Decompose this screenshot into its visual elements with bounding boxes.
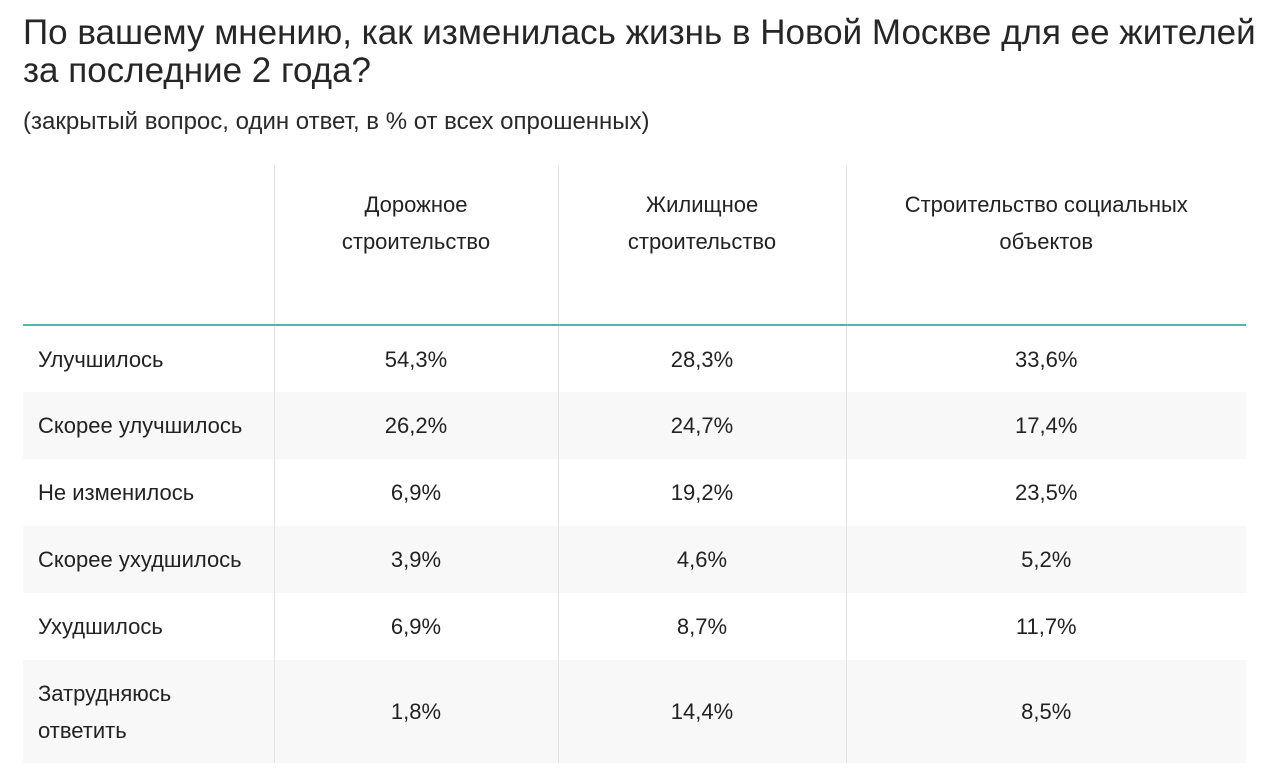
table-row: Затрудняюсь ответить 1,8% 14,4% 8,5% [23, 660, 1246, 763]
table-cell: 23,5% [845, 459, 1246, 526]
table-cell: 6,9% [273, 459, 558, 526]
table-cell: 14,4% [557, 660, 846, 763]
table-cell: 6,9% [273, 593, 558, 660]
table-cell: 1,8% [273, 660, 558, 763]
row-label: Не изменилось [38, 480, 195, 505]
table-cell: 5,2% [845, 526, 1246, 593]
table-row: Улучшилось 54,3% 28,3% 33,6% [23, 325, 1246, 392]
row-label: Скорее ухудшилось [23, 526, 274, 593]
table-cell: 8,5% [845, 660, 1246, 763]
table-cell: 54,3% [273, 325, 558, 392]
column-header-empty [23, 165, 274, 326]
column-header-road-construction: Дорожное строительство [273, 165, 558, 326]
column-header-housing-construction: Жилищное строительство [557, 165, 846, 326]
table-cell: 17,4% [845, 392, 1246, 459]
page-subtitle: (закрытый вопрос, один ответ, в % от все… [23, 108, 650, 135]
table-row: Скорее ухудшилось 3,9% 4,6% 5,2% [23, 526, 1246, 593]
row-label: Затрудняюсь ответить [23, 660, 274, 763]
survey-results-table: Дорожное строительство Жилищное строител… [23, 165, 1246, 763]
table-header-row: Дорожное строительство Жилищное строител… [23, 165, 1246, 326]
table-cell: 33,6% [845, 325, 1246, 392]
column-header-social-facilities: Строительство социальных объектов [845, 165, 1246, 326]
table-row: Ухудшилось 6,9% 8,7% 11,7% [23, 593, 1246, 660]
row-label: Улучшилось [38, 346, 164, 372]
page-title: По вашему мнению, как изменилась жизнь в… [23, 13, 1256, 90]
table-cell: 28,3% [557, 325, 846, 392]
row-label: Ухудшилось [38, 614, 163, 639]
table-row: Не изменилось 6,9% 19,2% 23,5% [23, 459, 1246, 526]
row-label: Скорее улучшилось [23, 392, 274, 459]
table-cell: 26,2% [273, 392, 558, 459]
table-cell: 4,6% [557, 526, 846, 593]
table-row: Скорее улучшилось 26,2% 24,7% 17,4% [23, 392, 1246, 459]
table-cell: 11,7% [845, 593, 1246, 660]
table-cell: 19,2% [557, 459, 846, 526]
table-cell: 24,7% [557, 392, 846, 459]
table-cell: 3,9% [273, 526, 558, 593]
table-cell: 8,7% [557, 593, 846, 660]
